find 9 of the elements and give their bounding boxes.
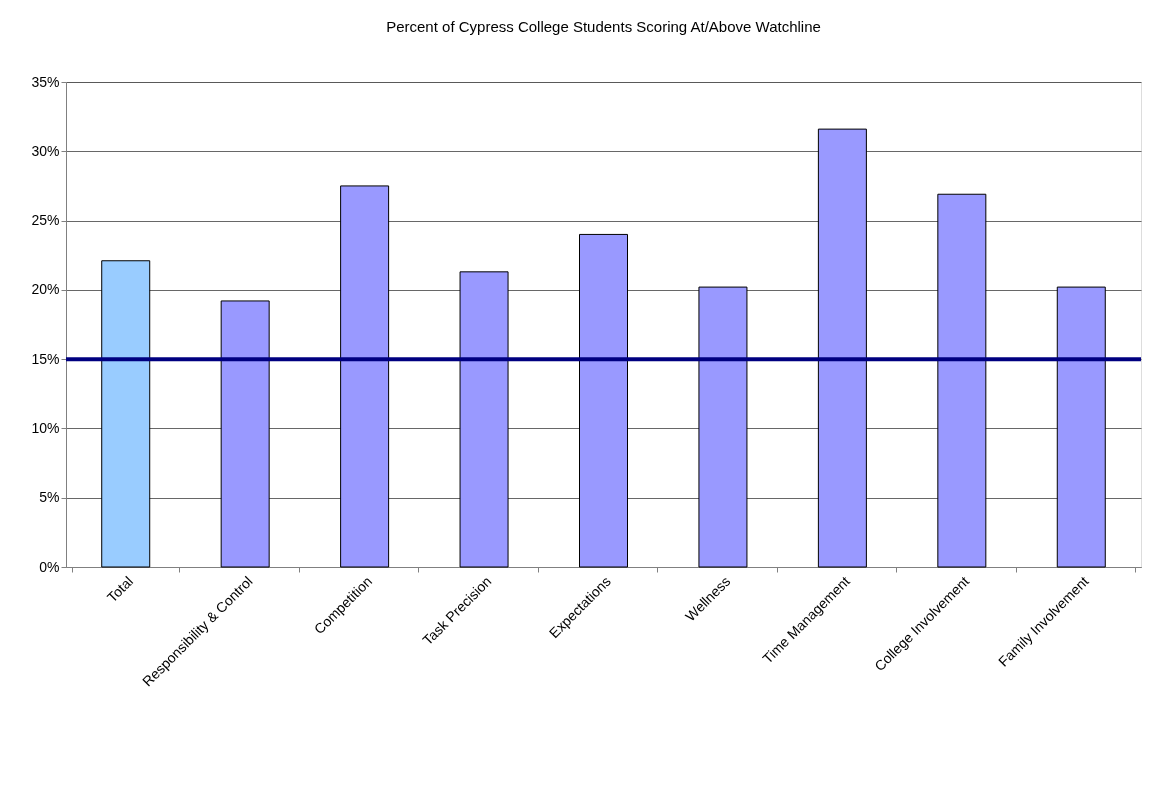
y-tick-label: 0%: [39, 558, 60, 575]
y-tick-label: 15%: [31, 350, 60, 367]
y-tick-label: 5%: [39, 489, 60, 506]
y-tick-label: 10%: [31, 419, 60, 436]
y-tick-label: 30%: [31, 142, 60, 159]
y-tick-label: 35%: [31, 73, 60, 90]
chart-title: Percent of Cypress College Students Scoring At/Above Watchline: [386, 18, 821, 35]
y-tick-label: 20%: [31, 281, 60, 298]
y-tick-label: 25%: [31, 212, 60, 229]
